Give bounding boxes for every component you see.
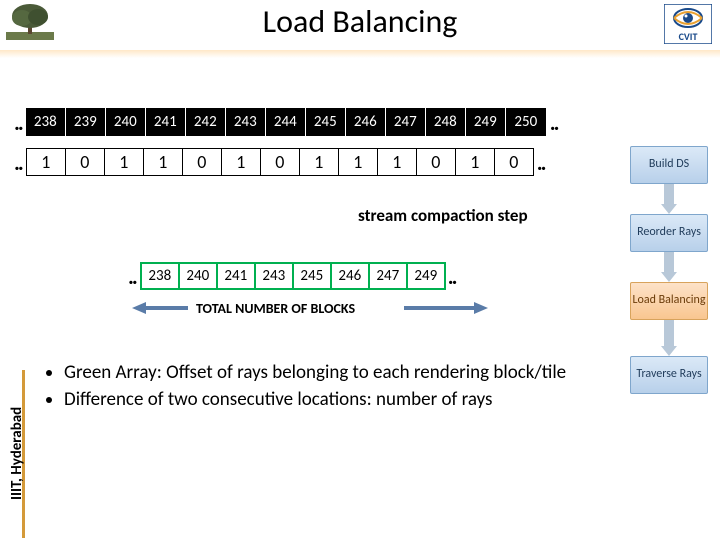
- flag-row: .. 1011010111010 ..: [14, 148, 545, 176]
- flag-cell: 1: [338, 148, 378, 176]
- bullet-list: Green Array: Offset of rays belonging to…: [46, 362, 586, 416]
- green-cell: 245: [292, 262, 332, 290]
- flag-cell: 1: [104, 148, 144, 176]
- slide: CVIT Load Balancing .. 23823924024124224…: [0, 0, 720, 540]
- index-cell: 247: [386, 108, 426, 136]
- arrow-bar: [404, 306, 476, 310]
- flag-cell: 0: [182, 148, 222, 176]
- ellipsis-icon: ..: [14, 109, 22, 136]
- ellipsis-icon: ..: [14, 149, 22, 176]
- index-cell: 241: [146, 108, 186, 136]
- stage-arrow-body: [664, 252, 674, 272]
- flag-cell: 1: [299, 148, 339, 176]
- total-blocks-label: TOTAL NUMBER OF BLOCKS: [196, 300, 355, 317]
- green-row: .. 238240241243245246247249 ..: [128, 262, 456, 290]
- green-cell: 247: [368, 262, 408, 290]
- chevron-down-icon: [661, 204, 677, 214]
- flag-cell: 1: [455, 148, 495, 176]
- flag-cell: 1: [377, 148, 417, 176]
- index-cell: 238: [26, 108, 66, 136]
- flag-cell: 1: [26, 148, 66, 176]
- green-cell: 249: [406, 262, 446, 290]
- index-row: .. 2382392402412422432442452462472482492…: [14, 108, 558, 136]
- stream-compaction-label: stream compaction step: [358, 205, 528, 226]
- page-title: Load Balancing: [0, 2, 720, 41]
- stage-arrow-body: [664, 184, 674, 204]
- arrow-bar: [144, 306, 188, 310]
- ellipsis-icon: ..: [128, 263, 136, 290]
- flag-cell: 0: [494, 148, 534, 176]
- bullet-item: Difference of two consecutive locations:…: [64, 389, 586, 412]
- green-cell: 238: [140, 262, 180, 290]
- index-cell: 250: [506, 108, 546, 136]
- affiliation-label: IIIT, Hyderabad: [8, 407, 26, 500]
- green-cell: 240: [178, 262, 218, 290]
- green-cell: 246: [330, 262, 370, 290]
- ellipsis-icon: ..: [537, 149, 545, 176]
- flag-cell: 0: [416, 148, 456, 176]
- ellipsis-icon: ..: [550, 109, 558, 136]
- ellipsis-icon: ..: [448, 263, 456, 290]
- header-rule: [0, 50, 720, 58]
- flag-cell: 1: [143, 148, 183, 176]
- arrow-right-icon: [474, 302, 488, 314]
- green-cell: 241: [216, 262, 256, 290]
- stage-arrow-body: [664, 320, 674, 346]
- index-cell: 240: [106, 108, 146, 136]
- index-cell: 249: [466, 108, 506, 136]
- flag-cell: 0: [65, 148, 105, 176]
- stage-traverse-rays: Traverse Rays: [630, 356, 708, 394]
- index-cell: 245: [306, 108, 346, 136]
- chevron-down-icon: [661, 272, 677, 282]
- index-cell: 239: [66, 108, 106, 136]
- index-cell: 246: [346, 108, 386, 136]
- index-cell: 248: [426, 108, 466, 136]
- index-cell: 242: [186, 108, 226, 136]
- index-cell: 243: [226, 108, 266, 136]
- stage-reorder-rays: Reorder Rays: [630, 214, 708, 252]
- chevron-down-icon: [661, 346, 677, 356]
- index-cell: 244: [266, 108, 306, 136]
- green-cell: 243: [254, 262, 294, 290]
- stage-build-ds: Build DS: [630, 146, 708, 184]
- bullet-item: Green Array: Offset of rays belonging to…: [64, 362, 586, 385]
- flag-cell: 1: [221, 148, 261, 176]
- flag-cell: 0: [260, 148, 300, 176]
- stage-load-balancing: Load Balancing: [630, 282, 708, 320]
